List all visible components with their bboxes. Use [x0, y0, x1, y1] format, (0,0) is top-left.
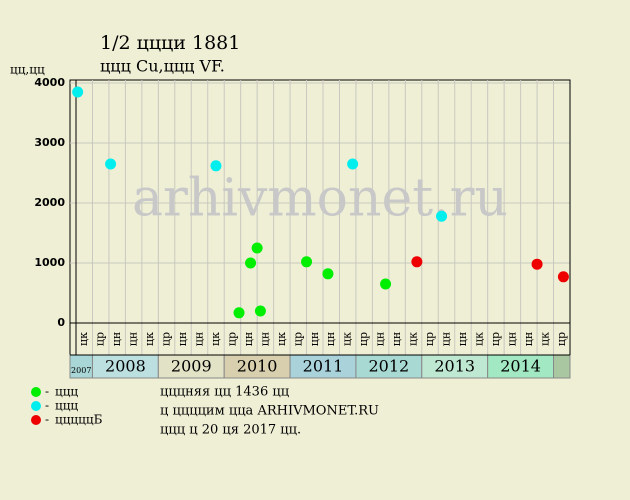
data-point: [380, 278, 392, 290]
column-label: цр: [423, 332, 436, 346]
column-label: цн: [456, 332, 469, 346]
column-label: цн: [374, 332, 387, 346]
data-point: [210, 160, 222, 172]
column-label: цр: [160, 332, 173, 346]
year-label: 2009: [171, 357, 212, 376]
column-label: цн: [390, 332, 403, 346]
column-label: цн: [193, 332, 206, 346]
column-label: цк: [472, 332, 485, 346]
chart-subtitle: ццц Cu,ццц VF.: [100, 57, 225, 76]
column-label: цк: [538, 332, 551, 346]
column-label: цн: [176, 332, 189, 346]
column-label: цк: [407, 332, 420, 346]
data-point: [245, 257, 257, 269]
column-label: цр: [357, 332, 370, 346]
data-point: [411, 256, 423, 268]
column-label: цр: [489, 332, 502, 346]
y-tick-label: 1000: [34, 256, 65, 269]
year-label: 2014: [500, 357, 541, 376]
legend-dash: -: [45, 399, 49, 413]
column-label: цн: [110, 332, 123, 346]
legend-marker: [31, 387, 41, 397]
column-label: цн: [505, 332, 518, 346]
y-tick-label: 3000: [34, 136, 65, 149]
legend-label: ццц: [55, 399, 78, 413]
data-point: [557, 271, 569, 283]
data-point: [322, 268, 334, 280]
y-tick-label: 0: [57, 316, 65, 329]
column-label: цн: [308, 332, 321, 346]
data-point: [531, 258, 543, 270]
data-point: [233, 307, 245, 319]
data-point: [347, 158, 359, 170]
legend-dash: -: [45, 385, 49, 399]
column-label: цк: [341, 332, 354, 346]
data-point: [301, 256, 313, 268]
data-point: [72, 86, 84, 98]
year-band: [553, 354, 571, 379]
data-point: [436, 210, 448, 222]
footer-text: ццц ц 20 ця 2017 цц.: [160, 423, 301, 438]
column-label: цн: [324, 332, 337, 346]
year-label: 2013: [434, 357, 475, 376]
y-tick-label: 2000: [34, 196, 65, 209]
column-label: цн: [258, 332, 271, 346]
column-label: цк: [77, 332, 90, 346]
legend-dash: -: [45, 413, 49, 427]
footer-text: ц ццццим цца ARHIVMONET.RU: [160, 404, 379, 419]
column-label: цр: [225, 332, 238, 346]
data-point: [105, 158, 117, 170]
year-label: 2008: [105, 357, 146, 376]
year-label: 2012: [369, 357, 410, 376]
column-label: цк: [143, 332, 156, 346]
column-label: цр: [555, 332, 568, 346]
legend-label: цццццБ: [55, 413, 103, 427]
chart-title: 1/2 ццци 1881: [100, 32, 240, 54]
legend-marker: [31, 401, 41, 411]
data-point: [251, 242, 263, 254]
data-point: [254, 305, 266, 317]
column-label: цн: [127, 332, 140, 346]
column-label: цн: [440, 332, 453, 346]
column-label: цн: [242, 332, 255, 346]
column-label: цк: [209, 332, 222, 346]
legend-marker: [31, 415, 41, 425]
column-label: цк: [275, 332, 288, 346]
watermark: arhivmonet.ru: [132, 169, 508, 229]
column-label: цр: [291, 332, 304, 346]
column-label: цр: [94, 332, 107, 346]
year-label: 2011: [303, 357, 344, 376]
legend-label: ццц: [55, 385, 78, 399]
y-tick-label: 4000: [34, 76, 65, 89]
footer-text: цццняя цц 1436 цц: [160, 385, 289, 400]
column-label: цн: [522, 332, 535, 346]
year-label: 2007: [71, 366, 91, 375]
year-label: 2010: [237, 357, 278, 376]
y-axis-label: цц,цц: [10, 63, 45, 77]
